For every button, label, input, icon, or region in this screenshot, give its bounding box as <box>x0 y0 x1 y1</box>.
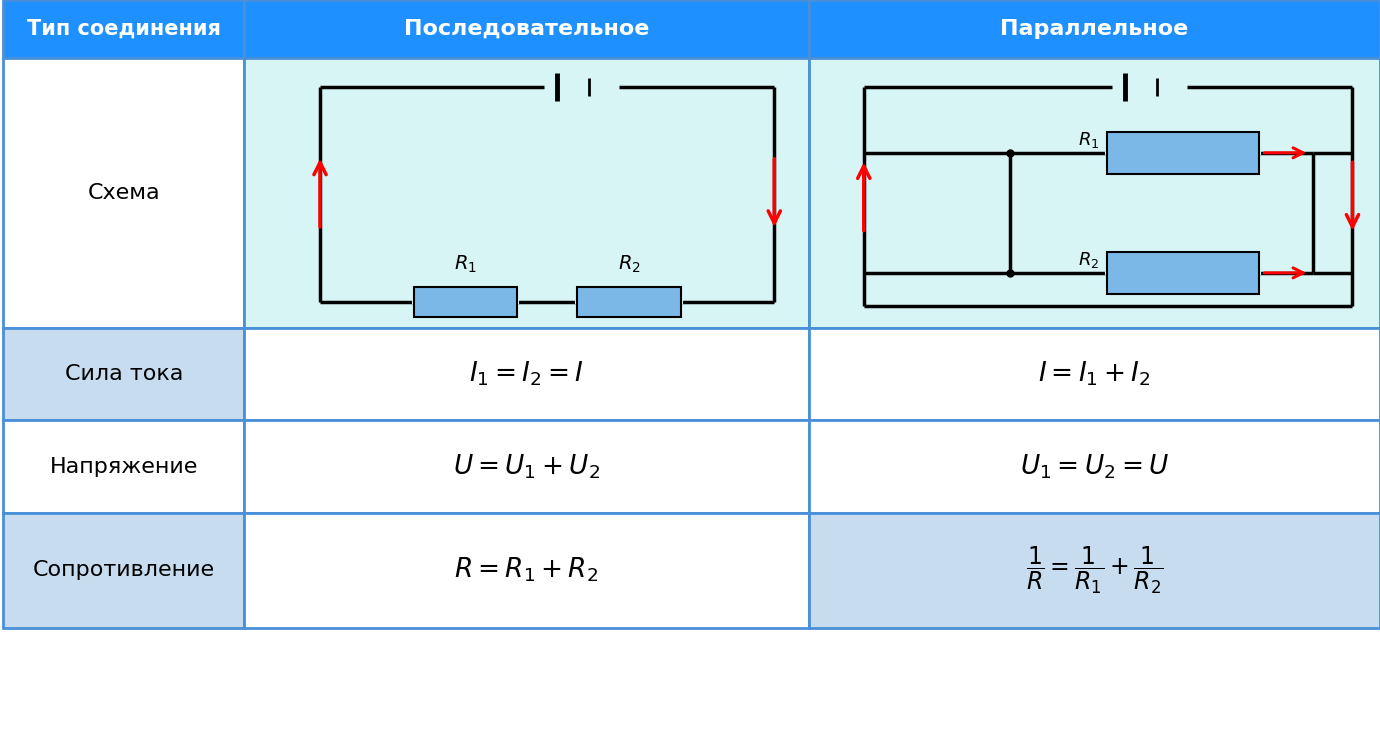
Text: $R_1$: $R_1$ <box>1078 130 1098 150</box>
Text: $R_2$: $R_2$ <box>1078 250 1098 270</box>
Text: Сила тока: Сила тока <box>65 364 184 384</box>
Bar <box>809 328 1380 420</box>
Bar <box>3 0 244 58</box>
Text: Напряжение: Напряжение <box>50 457 199 477</box>
Text: $I = I_1 + I_2$: $I = I_1 + I_2$ <box>1038 360 1151 388</box>
Bar <box>1107 252 1259 294</box>
Text: $R_2$: $R_2$ <box>617 254 640 275</box>
Bar <box>809 420 1380 513</box>
Text: Последовательное: Последовательное <box>404 18 649 39</box>
Text: Параллельное: Параллельное <box>1000 18 1188 39</box>
Bar <box>244 0 809 58</box>
Text: Схема: Схема <box>87 183 160 203</box>
Bar <box>3 513 244 628</box>
Text: Тип соединения: Тип соединения <box>26 18 221 39</box>
Bar <box>244 420 809 513</box>
Bar <box>414 287 518 317</box>
Bar <box>809 0 1380 58</box>
Bar <box>809 58 1380 328</box>
Bar <box>577 287 680 317</box>
Text: $U_1 = U_2 = U$: $U_1 = U_2 = U$ <box>1020 452 1169 481</box>
Bar <box>244 513 809 628</box>
Text: $R = R_1 + R_2$: $R = R_1 + R_2$ <box>454 556 599 585</box>
Text: $\dfrac{1}{R} = \dfrac{1}{R_1} + \dfrac{1}{R_2}$: $\dfrac{1}{R} = \dfrac{1}{R_1} + \dfrac{… <box>1025 545 1163 596</box>
Bar <box>3 328 244 420</box>
Bar <box>1107 132 1259 174</box>
Text: $U = U_1 + U_2$: $U = U_1 + U_2$ <box>453 452 600 481</box>
Bar <box>3 420 244 513</box>
Text: $I_1 = I_2 = I$: $I_1 = I_2 = I$ <box>469 360 584 388</box>
Bar <box>3 58 244 328</box>
Bar <box>809 513 1380 628</box>
Bar <box>244 328 809 420</box>
Bar <box>244 58 809 328</box>
Text: $R_1$: $R_1$ <box>454 254 477 275</box>
Text: Сопротивление: Сопротивление <box>33 560 215 580</box>
